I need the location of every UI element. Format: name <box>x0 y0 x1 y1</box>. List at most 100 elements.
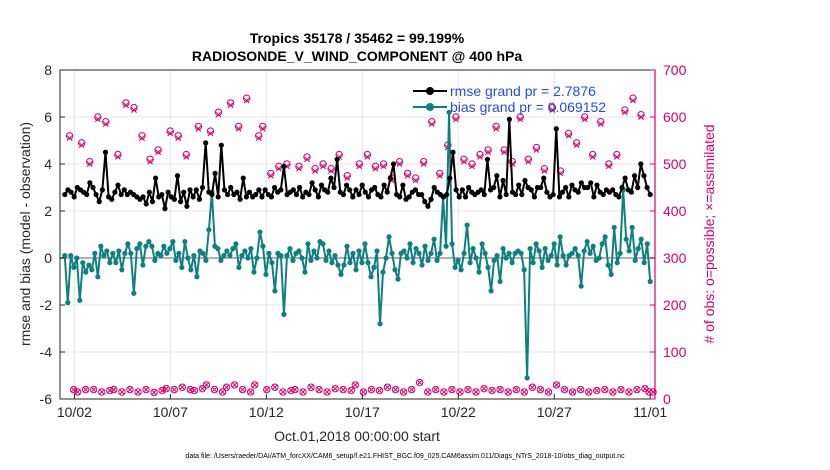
obs-assimilated-marker <box>352 381 359 388</box>
rmse-point <box>519 191 525 198</box>
obs-assimilated-marker <box>147 158 154 165</box>
obs-possible-marker <box>375 386 384 395</box>
obs-assimilated-marker <box>597 121 604 128</box>
obs-possible-marker <box>315 385 323 394</box>
bias-point <box>224 248 230 254</box>
rmse-point <box>453 187 459 193</box>
obs-assimilated-marker <box>66 135 73 142</box>
obs-assimilated-marker <box>412 177 419 184</box>
obs-possible-marker <box>480 384 488 393</box>
y-axis-label: rmse and bias (model - observation) <box>17 122 33 346</box>
obs-assimilated-marker <box>255 135 262 142</box>
bias-point <box>491 257 497 263</box>
rmse-point <box>444 191 450 198</box>
rmse-point <box>544 189 550 195</box>
rmse-series <box>62 116 653 212</box>
obs-possible-marker <box>564 129 573 138</box>
bias-point <box>422 243 428 249</box>
obs-possible-marker <box>355 160 364 168</box>
rmse-point <box>146 189 152 195</box>
bias-point <box>95 274 101 280</box>
rmse-point <box>406 194 412 200</box>
rmse-point <box>278 187 284 193</box>
obs-assimilated-marker <box>239 386 246 393</box>
bias-point <box>455 257 461 263</box>
bias-point <box>542 246 548 252</box>
obs-possible-marker <box>259 122 267 131</box>
rmse-point <box>90 184 96 191</box>
bias-point <box>569 250 575 256</box>
obs-assimilated-marker <box>545 388 552 395</box>
obs-assimilated-marker <box>159 387 166 394</box>
obs-possible-marker <box>464 385 472 394</box>
bias-point <box>614 260 620 266</box>
bias-point <box>263 271 269 278</box>
obs-assimilated-marker <box>300 388 306 395</box>
obs-possible-marker <box>637 110 645 119</box>
obs-assimilated-marker <box>396 161 403 167</box>
x-tick-label: 10/27 <box>537 404 572 420</box>
obs-assimilated-marker <box>529 384 536 391</box>
obs-assimilated-marker <box>263 386 270 393</box>
obs-possible-marker <box>154 146 162 154</box>
bias-point <box>449 241 455 247</box>
bias-point <box>557 234 563 240</box>
rmse-point <box>553 126 559 132</box>
rmse-point <box>381 182 387 188</box>
rmse-point <box>647 191 653 198</box>
rmse-point <box>478 187 484 193</box>
bias-point <box>509 260 515 266</box>
obs-possible-marker <box>363 150 372 159</box>
bias-point <box>176 250 182 256</box>
obs-assimilated-marker <box>432 386 439 393</box>
obs-possible-marker <box>520 388 529 396</box>
rmse-point <box>331 184 337 191</box>
rmse-point <box>243 194 249 200</box>
y-right-tick-label: 400 <box>663 203 687 219</box>
bias-point <box>458 267 464 273</box>
obs-possible-marker <box>150 388 158 397</box>
obs-assimilated-marker <box>440 388 447 395</box>
bias-point <box>431 236 437 242</box>
obs-assimilated-marker <box>521 388 528 395</box>
obs-possible-marker <box>512 385 520 394</box>
rmse-point <box>218 142 224 148</box>
bias-point <box>464 222 470 228</box>
obs-assimilated-marker <box>501 149 508 156</box>
obs-assimilated-marker <box>497 386 504 393</box>
bias-point <box>419 262 425 268</box>
obs-assimilated-marker <box>74 388 81 395</box>
obs-possible-marker <box>395 157 404 166</box>
obs-possible-marker <box>428 118 436 126</box>
bias-point <box>125 241 131 247</box>
rmse-point <box>312 187 318 193</box>
bias-point <box>149 243 155 249</box>
bias-point <box>608 271 614 278</box>
rmse-point <box>397 194 403 200</box>
bias-point <box>257 229 263 235</box>
x-tick-label: 10/12 <box>249 404 284 420</box>
rmse-point <box>328 175 334 181</box>
obs-possible-marker <box>182 150 190 159</box>
y-tick-label: -4 <box>40 344 53 360</box>
bias-point <box>485 264 491 270</box>
rmse-point <box>356 191 362 198</box>
bias-point <box>251 269 257 275</box>
obs-possible-marker <box>516 113 524 121</box>
obs-possible-marker <box>452 113 460 121</box>
bias-point <box>335 262 341 268</box>
bias-point <box>188 267 194 273</box>
obs-possible-marker <box>448 385 456 394</box>
obs-assimilated-marker <box>271 384 278 391</box>
x-tick-label: 10/22 <box>441 404 476 420</box>
obs-assimilated-marker <box>86 161 93 167</box>
rmse-point <box>99 187 105 193</box>
rmse-point <box>215 194 221 200</box>
rmse-point <box>600 191 606 198</box>
obs-possible-marker <box>174 132 182 140</box>
bias-point <box>266 250 272 256</box>
bias-point <box>179 264 185 270</box>
rmse-point <box>456 194 462 200</box>
rmse-point <box>143 201 149 207</box>
rmse-point <box>199 184 206 191</box>
